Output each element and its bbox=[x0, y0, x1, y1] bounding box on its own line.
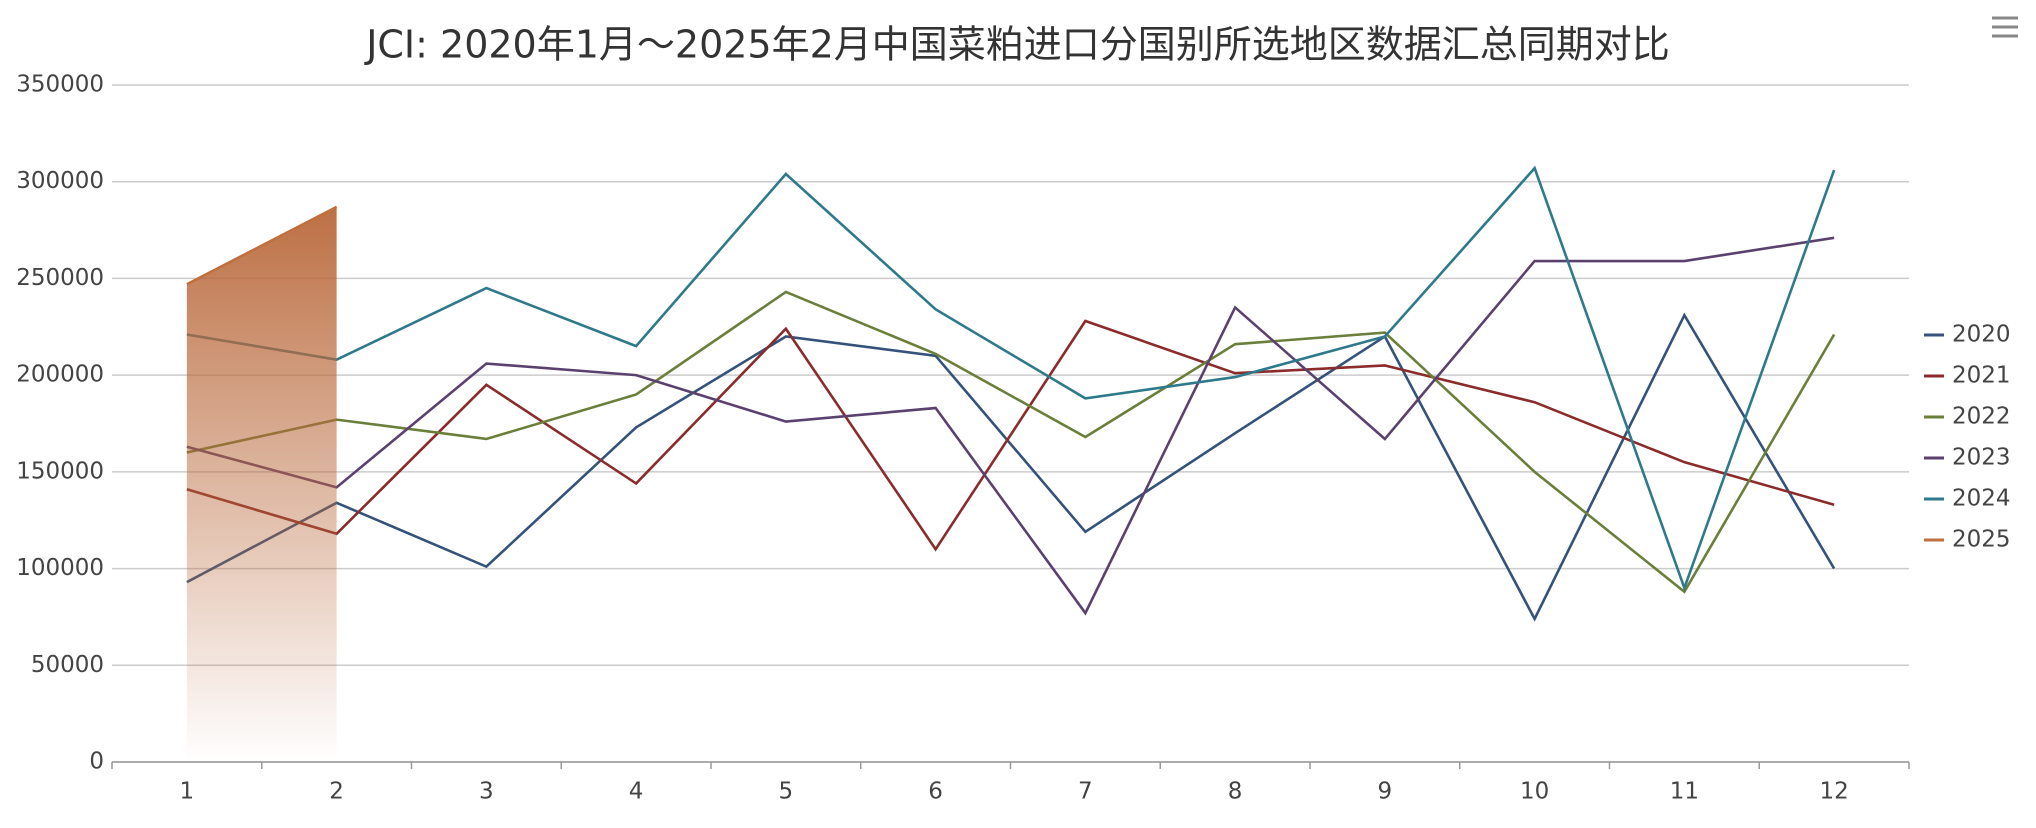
area bbox=[186, 206, 337, 763]
y-tick-label: 0 bbox=[89, 749, 104, 775]
x-tick-label: 11 bbox=[1670, 779, 1699, 805]
legend-label: 2021 bbox=[1952, 363, 2011, 389]
y-tick-label: 300000 bbox=[16, 168, 104, 194]
x-tick-label: 1 bbox=[180, 779, 195, 805]
series-line bbox=[186, 205, 338, 286]
x-tick-label: 8 bbox=[1228, 779, 1243, 805]
x-tick-label: 7 bbox=[1078, 779, 1093, 805]
legend-label: 2020 bbox=[1952, 322, 2011, 348]
x-tick-label: 4 bbox=[629, 779, 644, 805]
legend-label: 2023 bbox=[1952, 445, 2011, 471]
x-tick-label: 12 bbox=[1819, 779, 1848, 805]
series-line bbox=[186, 319, 1835, 552]
legend-label: 2022 bbox=[1952, 404, 2011, 430]
y-tick-label: 100000 bbox=[16, 555, 104, 581]
y-tick-label: 350000 bbox=[16, 72, 104, 98]
menu-icon[interactable] bbox=[1992, 16, 2018, 38]
chart-title: JCI: 2020年1月～2025年2月中国菜粕进口分国别所选地区数据汇总同期对… bbox=[364, 23, 1670, 67]
y-tick-label: 150000 bbox=[16, 458, 104, 484]
y-tick-label: 200000 bbox=[16, 362, 104, 388]
x-tick-label: 9 bbox=[1378, 779, 1393, 805]
x-tick-label: 6 bbox=[928, 779, 943, 805]
series-line bbox=[186, 236, 1835, 616]
series-line bbox=[186, 290, 1836, 594]
legend-label: 2024 bbox=[1952, 486, 2011, 512]
series-line bbox=[186, 312, 1836, 622]
y-tick-label: 250000 bbox=[16, 265, 104, 291]
legend-label: 2025 bbox=[1952, 527, 2011, 553]
y-tick-label: 50000 bbox=[31, 652, 104, 678]
x-tick-label: 5 bbox=[779, 779, 794, 805]
x-tick-label: 3 bbox=[479, 779, 494, 805]
series-line bbox=[186, 165, 1836, 592]
x-tick-label: 2 bbox=[329, 779, 344, 805]
x-tick-label: 10 bbox=[1520, 779, 1549, 805]
